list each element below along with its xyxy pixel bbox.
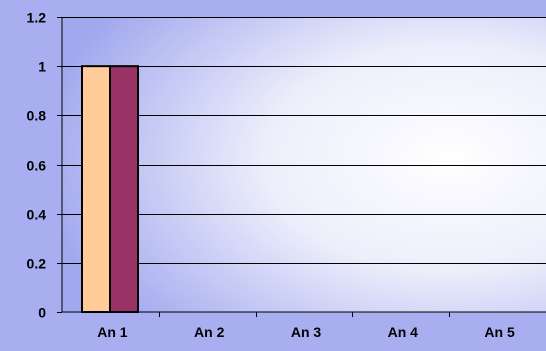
axes [57, 17, 546, 317]
y-tick-label: 1 [38, 59, 46, 75]
y-tick-label: 0 [38, 305, 46, 321]
y-tick-label: 0.6 [27, 158, 47, 174]
bar [109, 65, 139, 313]
bars [81, 65, 139, 313]
x-tick-label: An 5 [484, 324, 515, 340]
x-tick-label: An 4 [388, 324, 419, 340]
y-tick-label: 0.2 [27, 256, 47, 272]
x-tick-label: An 2 [194, 324, 225, 340]
tick-labels: 0 0.2 0.4 0.6 0.8 1 1.2 An 1 An 2 An 3 An 4 An 5 [27, 10, 515, 341]
y-tick-label: 1.2 [27, 10, 47, 26]
x-tick-label: An 1 [97, 324, 128, 340]
gridlines [62, 17, 546, 264]
y-tick-label: 0.4 [27, 207, 47, 223]
bar [81, 65, 111, 313]
y-tick-label: 0.8 [27, 108, 47, 124]
x-tick-label: An 3 [291, 324, 322, 340]
